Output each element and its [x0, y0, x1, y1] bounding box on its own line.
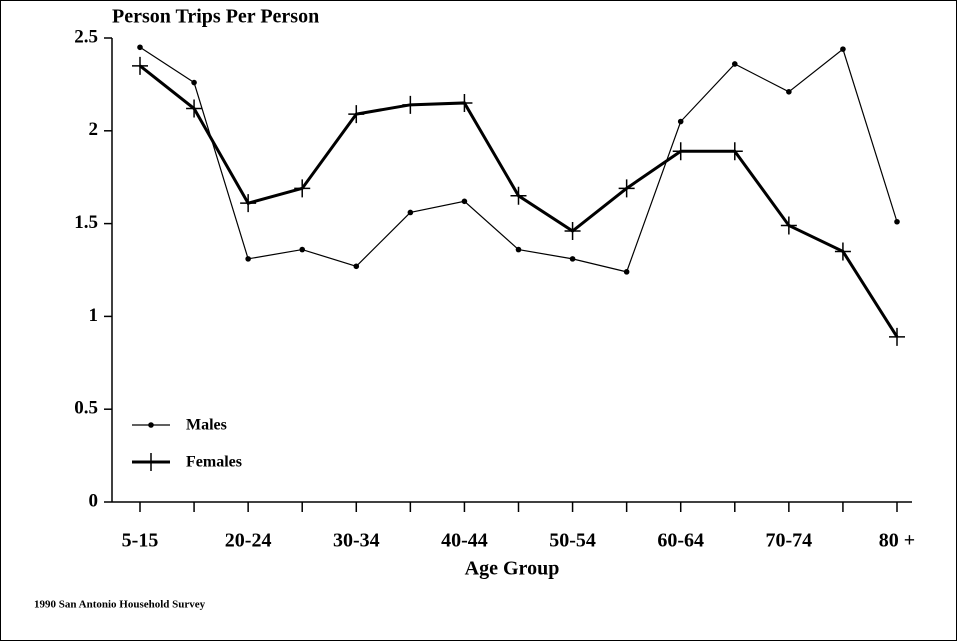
data-point	[780, 216, 797, 235]
plus-marker	[889, 327, 905, 346]
data-point	[672, 142, 689, 161]
data-point	[510, 186, 527, 205]
data-point	[456, 93, 473, 112]
legend-marker	[143, 453, 159, 471]
data-point	[786, 89, 792, 95]
data-point	[840, 46, 846, 52]
plus-marker	[780, 216, 797, 235]
data-point	[894, 218, 900, 225]
y-tick-label: 0.5	[74, 398, 98, 419]
data-point	[564, 222, 581, 241]
data-point	[294, 179, 311, 198]
data-point	[299, 246, 306, 253]
legend-label: Females	[186, 454, 242, 471]
x-tick-label: 60-64	[657, 530, 704, 552]
legend-label: Males	[186, 417, 227, 434]
data-point	[132, 56, 148, 75]
plus-marker	[564, 222, 581, 241]
plus-marker	[132, 56, 148, 75]
x-tick-label: 80 +	[879, 530, 915, 552]
data-point	[731, 61, 738, 67]
plus-marker	[510, 186, 527, 205]
source-note: 1990 San Antonio Household Survey	[34, 599, 206, 611]
plus-marker	[294, 179, 311, 198]
plus-marker	[456, 93, 473, 112]
data-point	[623, 269, 630, 275]
x-tick-label: 70-74	[766, 530, 813, 552]
y-tick-label: 2.5	[74, 26, 98, 47]
y-tick-label: 1.5	[74, 212, 98, 233]
data-point	[618, 179, 635, 198]
data-point	[191, 79, 197, 86]
plus-marker	[186, 99, 203, 118]
x-tick-label: 50-54	[549, 530, 596, 552]
data-point	[353, 263, 360, 270]
y-tick-label: 1	[89, 305, 99, 326]
data-point	[240, 194, 257, 213]
data-point	[407, 209, 414, 216]
x-tick-label: 20-24	[225, 530, 272, 552]
x-tick-label: 5-15	[122, 530, 159, 552]
data-point	[137, 44, 143, 51]
plus-marker	[618, 179, 635, 198]
data-point	[515, 246, 522, 253]
plus-marker	[348, 105, 365, 124]
plus-marker	[834, 242, 851, 261]
data-point	[569, 256, 576, 262]
data-point	[402, 95, 419, 114]
plus-marker	[402, 95, 419, 114]
data-point	[726, 142, 743, 161]
data-point	[348, 105, 365, 124]
plus-marker	[726, 142, 743, 161]
legend-marker	[148, 422, 154, 428]
x-tick-label: 40-44	[441, 530, 488, 552]
data-point	[245, 256, 251, 262]
plus-marker	[143, 453, 159, 471]
x-tick-label: 30-34	[333, 530, 380, 552]
plus-marker	[672, 142, 689, 161]
chart-title: Person Trips Per Person	[112, 6, 319, 28]
data-point	[677, 118, 684, 125]
plus-marker	[240, 194, 257, 213]
data-point	[834, 242, 851, 261]
data-point	[461, 198, 468, 205]
y-tick-label: 0	[89, 490, 99, 511]
x-axis-label: Age Group	[465, 558, 560, 580]
y-tick-label: 2	[89, 119, 99, 140]
data-point	[889, 327, 905, 346]
data-point	[186, 99, 203, 118]
